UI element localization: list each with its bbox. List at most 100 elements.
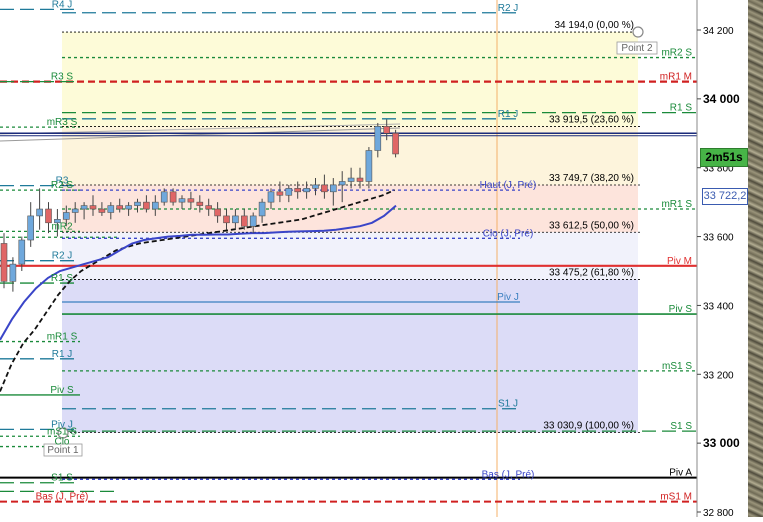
candle-body-24 <box>214 208 221 217</box>
point-2-box <box>616 41 658 55</box>
candle-body-42 <box>374 126 382 151</box>
countdown-timer: 2m51s <box>700 148 748 167</box>
candle-body-29 <box>258 201 266 217</box>
candle-body-25 <box>223 215 230 224</box>
candle-body-13 <box>116 205 123 210</box>
candle-body-30 <box>267 191 275 203</box>
moving-average-blue <box>0 204 397 341</box>
candle-body-6 <box>54 219 61 224</box>
level-label-3: mR1 M <box>660 72 692 83</box>
candle-body-20 <box>178 198 186 203</box>
fibo-label-3: 33 612,5 (50,00 %) <box>549 220 634 231</box>
level-label-24: S1 J <box>498 399 518 410</box>
trend-line-2 <box>0 123 401 135</box>
level-label-18: Piv J <box>497 292 519 303</box>
level-label-10: Haut (J, Pré) <box>480 180 537 191</box>
candle-body-26 <box>232 215 239 224</box>
level-label-27: mS1 S <box>47 426 77 437</box>
candle-body-34 <box>303 188 310 193</box>
fibo-label-5: 33 030,9 (100,00 %) <box>543 421 634 432</box>
candle-body-37 <box>329 184 337 193</box>
point-1-label: Point 1 <box>47 445 79 456</box>
level-label-11: mR1 S <box>661 199 692 210</box>
level-label-2: mR2 S <box>661 48 692 59</box>
candle-body-32 <box>285 188 293 196</box>
level-label-17: R1 S <box>51 273 74 284</box>
candle-body-33 <box>294 188 302 193</box>
candle-body-11 <box>98 208 106 213</box>
candle-body-12 <box>107 205 115 213</box>
fibo-zone-3 <box>62 232 638 280</box>
y-tick-label-2: 33 800 <box>703 164 734 175</box>
candle-body-3 <box>27 215 35 241</box>
level-label-34: Bas (J, Pré) <box>36 492 89 503</box>
level-label-1: R2 J <box>498 3 519 14</box>
candle-body-0 <box>0 243 8 282</box>
candle-body-31 <box>276 191 284 196</box>
fibo-label-2: 33 749,7 (38,20 %) <box>549 173 634 184</box>
level-label-12: mR2 <box>51 221 73 232</box>
fibo-label-4: 33 475,2 (61,80 %) <box>549 268 634 279</box>
candle-body-15 <box>134 201 141 206</box>
candle-body-40 <box>356 177 364 182</box>
candle-body-28 <box>249 215 257 227</box>
moving-average-black <box>0 189 395 392</box>
y-tick-label-6: 33 000 <box>703 436 740 450</box>
level-label-14: Clo (J, Pré) <box>483 228 534 239</box>
level-label-16: Piv M <box>667 256 692 267</box>
y-tick-label-1: 34 000 <box>703 92 740 106</box>
candle-body-4 <box>36 208 43 217</box>
level-label-9: R2 S <box>51 180 74 191</box>
candle-body-14 <box>125 205 132 210</box>
candle-body-22 <box>196 201 204 206</box>
last-price-tag: 33 722,2 <box>702 188 748 205</box>
candle-body-17 <box>152 201 159 210</box>
level-label-19: Piv S <box>669 304 693 315</box>
level-label-7: mR3 S <box>47 117 78 128</box>
y-tick-label-4: 33 400 <box>703 301 734 312</box>
candle-body-5 <box>45 208 52 224</box>
candle-body-9 <box>80 205 88 210</box>
candle-body-16 <box>143 201 150 210</box>
candle-body-2 <box>18 239 26 265</box>
right-edge-background <box>748 0 763 517</box>
level-label-15: R2 J <box>52 251 73 262</box>
y-tick-label-3: 33 600 <box>703 233 734 244</box>
level-label-23: Piv S <box>50 385 74 396</box>
level-label-8: R3 <box>56 176 69 187</box>
level-label-20: mR1 S <box>47 332 78 343</box>
fibo-label-1: 33 919,5 (23,60 %) <box>549 115 634 126</box>
candle-body-19 <box>169 191 177 203</box>
candle-body-21 <box>187 198 195 203</box>
level-label-26: Piv J <box>51 419 73 430</box>
y-tick-label-7: 32 800 <box>703 508 734 517</box>
level-label-21: R1 J <box>52 349 73 360</box>
candle-body-23 <box>205 205 212 210</box>
level-label-33: mS1 M <box>660 492 692 503</box>
level-label-25: S1 S <box>670 421 692 432</box>
level-label-4: R3 S <box>51 72 74 83</box>
point-2-marker <box>632 26 644 38</box>
candle-body-18 <box>160 191 168 203</box>
candle-body-27 <box>241 215 248 227</box>
fibo-label-0: 34 194,0 (0,00 %) <box>555 20 635 31</box>
candle-body-10 <box>89 205 97 210</box>
candle-body-38 <box>338 181 346 186</box>
point-1-box <box>43 443 83 457</box>
level-label-29: Piv A <box>669 468 692 479</box>
level-label-6: R1 J <box>498 109 519 120</box>
y-tick-label-0: 34 200 <box>703 26 734 37</box>
candle-body-1 <box>9 263 17 282</box>
candle-body-44 <box>392 132 399 155</box>
candle-body-8 <box>71 208 79 213</box>
candle-body-41 <box>365 150 373 182</box>
y-tick-label-5: 33 200 <box>703 370 734 381</box>
level-label-0: R4 J <box>52 0 73 10</box>
candle-body-43 <box>383 126 391 134</box>
fibo-zone-4 <box>62 279 638 433</box>
candle-body-36 <box>321 184 328 193</box>
candle-body-35 <box>312 184 319 189</box>
trend-line <box>0 127 401 142</box>
